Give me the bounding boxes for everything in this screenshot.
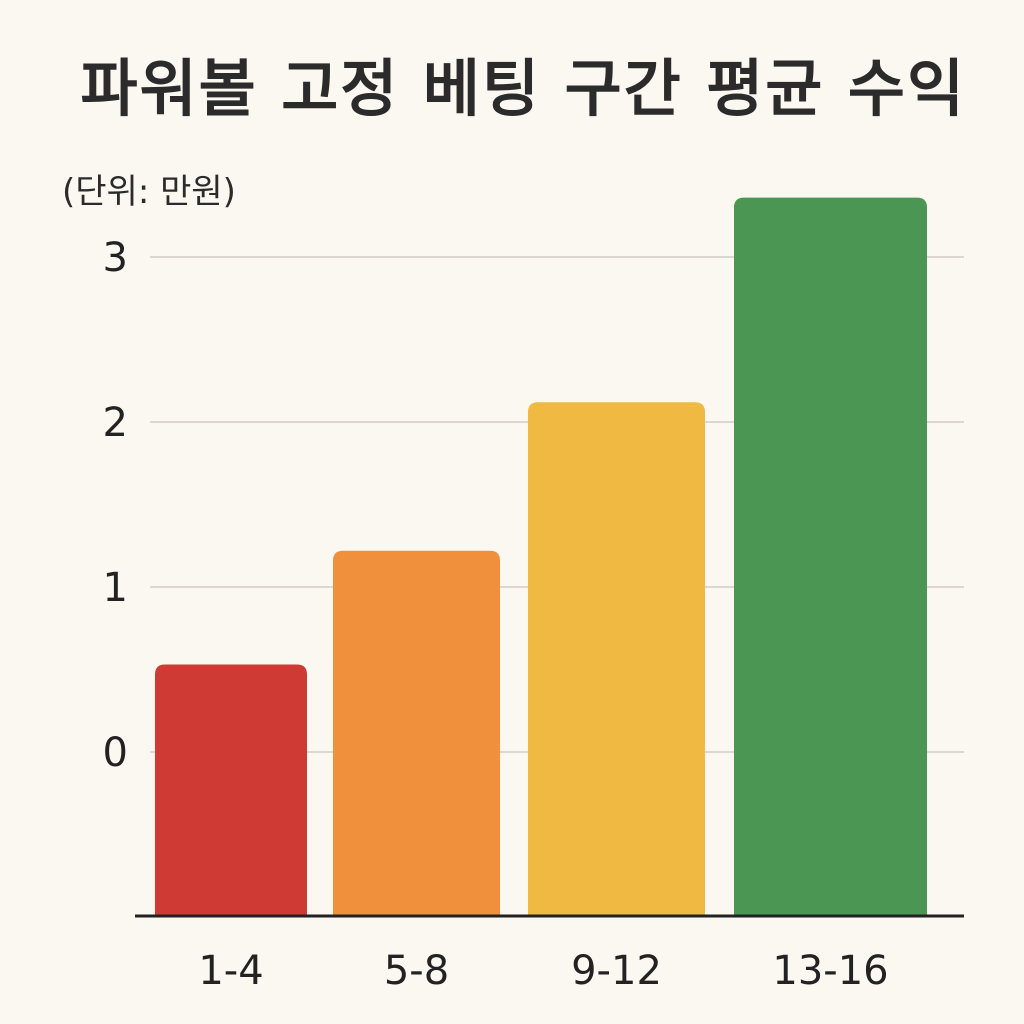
bar-13-16 [734, 197, 927, 917]
chart-title: 파워볼 고정 베팅 구간 평균 수익 [80, 52, 966, 125]
y-tick-label: 0 [103, 730, 128, 776]
bars [155, 197, 927, 917]
bar-5-8 [333, 550, 500, 916]
x-tick-label: 1-4 [198, 948, 263, 994]
x-tick-label: 9-12 [571, 948, 662, 994]
x-tick-label: 5-8 [384, 948, 449, 994]
x-axis-labels: 1-4 5-8 9-12 13-16 [198, 948, 888, 994]
bar-9-12 [528, 402, 705, 916]
bar-1-4 [155, 664, 307, 916]
y-tick-label: 3 [103, 235, 128, 281]
y-tick-label: 1 [103, 565, 128, 611]
y-axis-ticks: 0 1 2 3 [103, 235, 128, 776]
unit-label: (단위: 만원) [62, 172, 236, 212]
x-tick-label: 13-16 [772, 948, 888, 994]
y-tick-label: 2 [103, 400, 128, 446]
